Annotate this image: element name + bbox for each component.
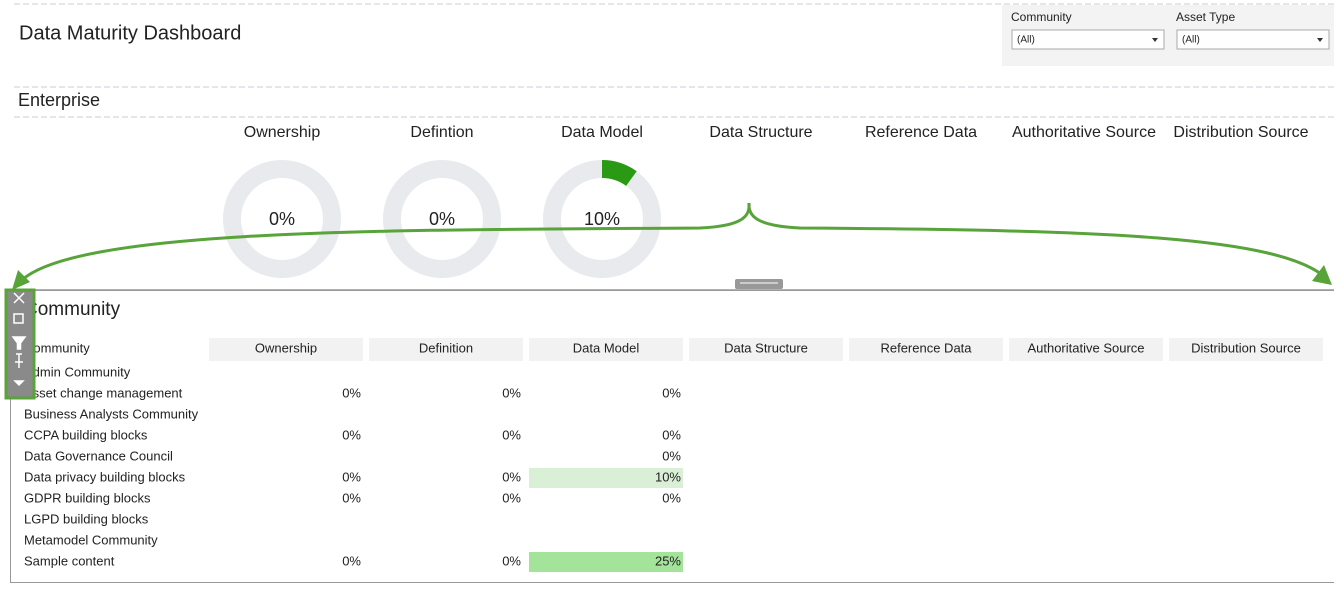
cell-value: 0% [342, 490, 361, 505]
column-header: Data Structure [724, 340, 808, 355]
cell-value: 25% [655, 553, 681, 568]
row-label: GDPR building blocks [24, 490, 151, 505]
gauge-label: 0% [269, 209, 295, 229]
cell-value: 0% [662, 490, 681, 505]
filter-dropdown[interactable] [1012, 30, 1164, 49]
row-label: Asset change management [24, 385, 183, 400]
row-label: Business Analysts Community [24, 406, 199, 421]
cell-value: 0% [342, 427, 361, 442]
row-label: LGPD building blocks [24, 511, 149, 526]
dashboard-title: Data Maturity Dashboard [19, 22, 241, 44]
gauge-title: Defintion [410, 124, 473, 141]
row-label: Admin Community [24, 364, 131, 379]
gauge-title: Reference Data [865, 124, 977, 141]
filter-label: Community [1011, 10, 1072, 24]
filter-label: Asset Type [1176, 10, 1235, 24]
arrowhead-left [12, 270, 30, 290]
cell-value: 0% [342, 469, 361, 484]
row-label: Metamodel Community [24, 532, 158, 547]
column-header: Definition [419, 340, 473, 355]
section-title: Enterprise [18, 90, 100, 110]
cell-value: 0% [502, 553, 521, 568]
cell-value: 0% [662, 385, 681, 400]
splitter-handle[interactable] [735, 279, 783, 289]
gauge-label: 10% [584, 209, 620, 229]
cell-value: 0% [502, 469, 521, 484]
gauge-title: Data Model [561, 124, 643, 141]
filter-dropdown[interactable] [1177, 30, 1329, 49]
filter-value: (All) [1017, 35, 1035, 46]
panel-title: Community [24, 299, 121, 320]
row-label: Data privacy building blocks [24, 469, 186, 484]
gauge-title: Data Structure [709, 124, 812, 141]
cell-value: 0% [502, 427, 521, 442]
filter-value: (All) [1182, 35, 1200, 46]
column-header: Reference Data [880, 340, 972, 355]
arrow-right [749, 203, 1326, 278]
cell-value: 0% [342, 553, 361, 568]
column-header: Distribution Source [1191, 340, 1301, 355]
gauge-title: Distribution Source [1173, 124, 1308, 141]
gauges: Ownership 0% Defintion 0% Data Model 10% Data … [232, 124, 1309, 269]
cell-value: 0% [342, 385, 361, 400]
row-label: Sample content [24, 553, 115, 568]
arrowhead-right [1312, 265, 1332, 285]
annotation-arrows [22, 203, 1326, 280]
cell-value: 0% [662, 448, 681, 463]
cell-value: 0% [662, 427, 681, 442]
gauge-title: Ownership [244, 124, 321, 141]
gauge-label: 0% [429, 209, 455, 229]
gauge-title: Authoritative Source [1012, 124, 1156, 141]
cell-value: 0% [502, 490, 521, 505]
column-header: Authoritative Source [1027, 340, 1144, 355]
row-label: Data Governance Council [24, 448, 173, 463]
column-header: Ownership [255, 340, 317, 355]
cell-value: 0% [502, 385, 521, 400]
row-label: CCPA building blocks [24, 427, 148, 442]
column-header: Data Model [573, 340, 640, 355]
cell-value: 10% [655, 469, 681, 484]
